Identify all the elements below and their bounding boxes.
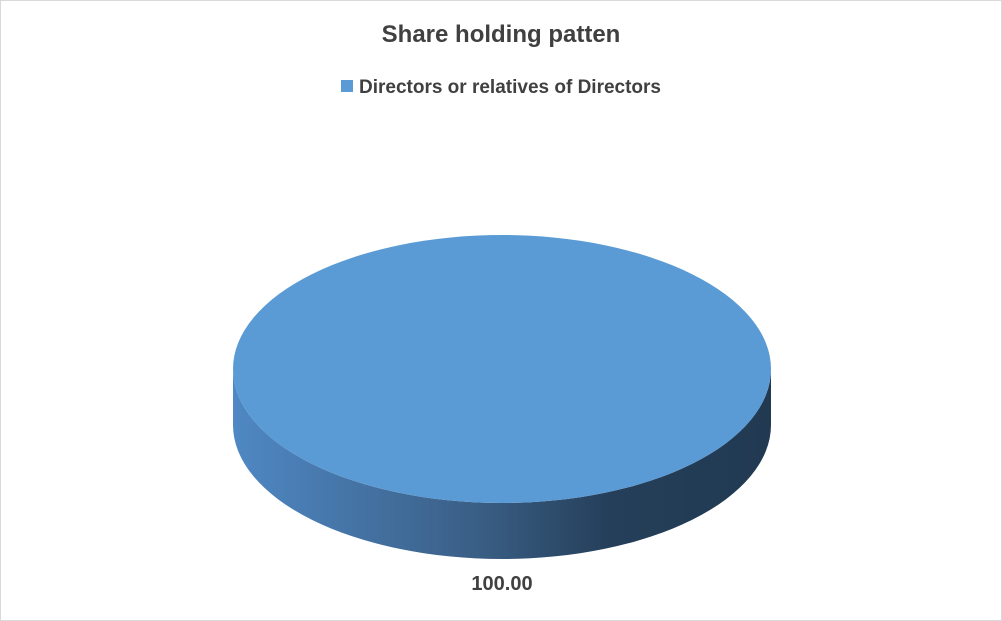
legend-swatch xyxy=(340,80,353,92)
pie-slice xyxy=(233,235,771,503)
pie-slice-side xyxy=(233,369,771,559)
legend: Directors or relatives of Directors xyxy=(1,77,1001,99)
legend-label: Directors or relatives of Directors xyxy=(358,77,661,98)
chart-title: Share holding patten xyxy=(381,21,621,48)
data-label: 100.00 xyxy=(471,573,532,595)
